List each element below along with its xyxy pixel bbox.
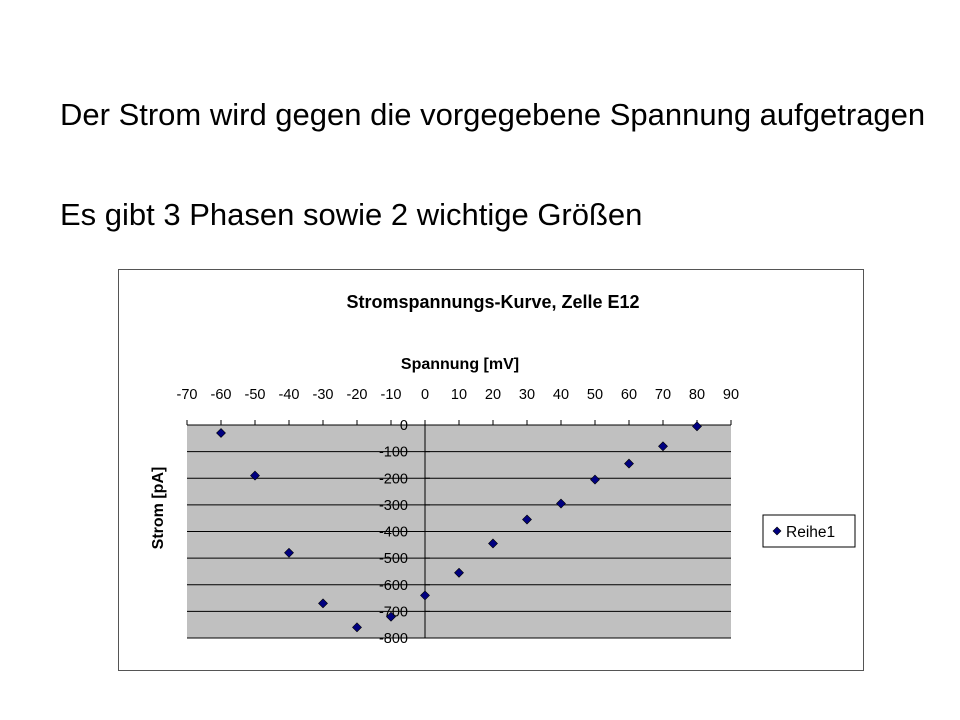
- axes: [186, 420, 732, 639]
- x-tick-label: 70: [655, 387, 671, 403]
- data-point: [386, 611, 396, 622]
- data-point: [624, 458, 634, 469]
- x-tick-label: 20: [485, 387, 501, 403]
- y-tick-label: -700: [379, 604, 408, 620]
- y-tick-label: -200: [379, 471, 408, 487]
- data-point: [522, 514, 532, 525]
- chart-title: Stromspannungs-Kurve, Zelle E12: [346, 292, 639, 312]
- data-point: [318, 598, 328, 609]
- data-point: [590, 474, 600, 485]
- y-tick-label: -600: [379, 578, 408, 594]
- y-tick-label: -100: [379, 445, 408, 461]
- x-tick-label: 10: [451, 387, 467, 403]
- data-point: [488, 538, 498, 549]
- y-tick-label: -800: [379, 631, 408, 647]
- data-point: [250, 470, 260, 481]
- gridlines: [187, 424, 731, 639]
- x-axis-label: Spannung [mV]: [401, 356, 519, 373]
- data-point: [658, 441, 668, 452]
- data-point: [352, 622, 362, 633]
- y-tick-label: -300: [379, 498, 408, 514]
- x-tick-label: 0: [421, 387, 429, 403]
- x-tick-label: -60: [211, 387, 232, 403]
- data-points: [216, 421, 702, 633]
- data-point: [692, 421, 702, 432]
- slide-text-line-1: Der Strom wird gegen die vorgegebene Spa…: [60, 97, 926, 132]
- x-tick-label: 80: [689, 387, 705, 403]
- data-point: [284, 547, 294, 558]
- legend-entry-reihe1: Reihe1: [786, 524, 835, 541]
- y-axis-label: Strom [pA]: [150, 467, 167, 550]
- x-tick-label: -50: [245, 387, 266, 403]
- data-point: [454, 567, 464, 578]
- x-tick-label: -70: [177, 387, 198, 403]
- y-tick-label: 0: [400, 418, 408, 434]
- x-tick-label: -20: [347, 387, 368, 403]
- legend-marker: [772, 526, 782, 536]
- tick-labels: -70 -60 -50 -40 -30 -20 -10 0 10 20 30 40 50 60 70 80 90…: [177, 387, 740, 647]
- x-tick-label: 40: [553, 387, 569, 403]
- x-tick-label: -10: [381, 387, 402, 403]
- x-tick-label: -40: [279, 387, 300, 403]
- chart: Stromspannungs-Kurve, Zelle E12 Spannung…: [150, 292, 856, 647]
- data-point: [216, 428, 226, 438]
- x-tick-label: 60: [621, 387, 637, 403]
- y-tick-label: -400: [379, 525, 408, 541]
- slide-text-line-2: Es gibt 3 Phasen sowie 2 wichtige Größen: [60, 197, 643, 232]
- x-tick-label: 50: [587, 387, 603, 403]
- data-point: [420, 590, 430, 601]
- data-point: [556, 498, 566, 509]
- x-tick-label: -30: [313, 387, 334, 403]
- x-tick-label: 90: [723, 387, 739, 403]
- y-tick-label: -500: [379, 551, 408, 567]
- chart-frame: Stromspannungs-Kurve, Zelle E12 Spannung…: [118, 269, 864, 671]
- legend: Reihe1: [762, 514, 856, 548]
- x-tick-label: 30: [519, 387, 535, 403]
